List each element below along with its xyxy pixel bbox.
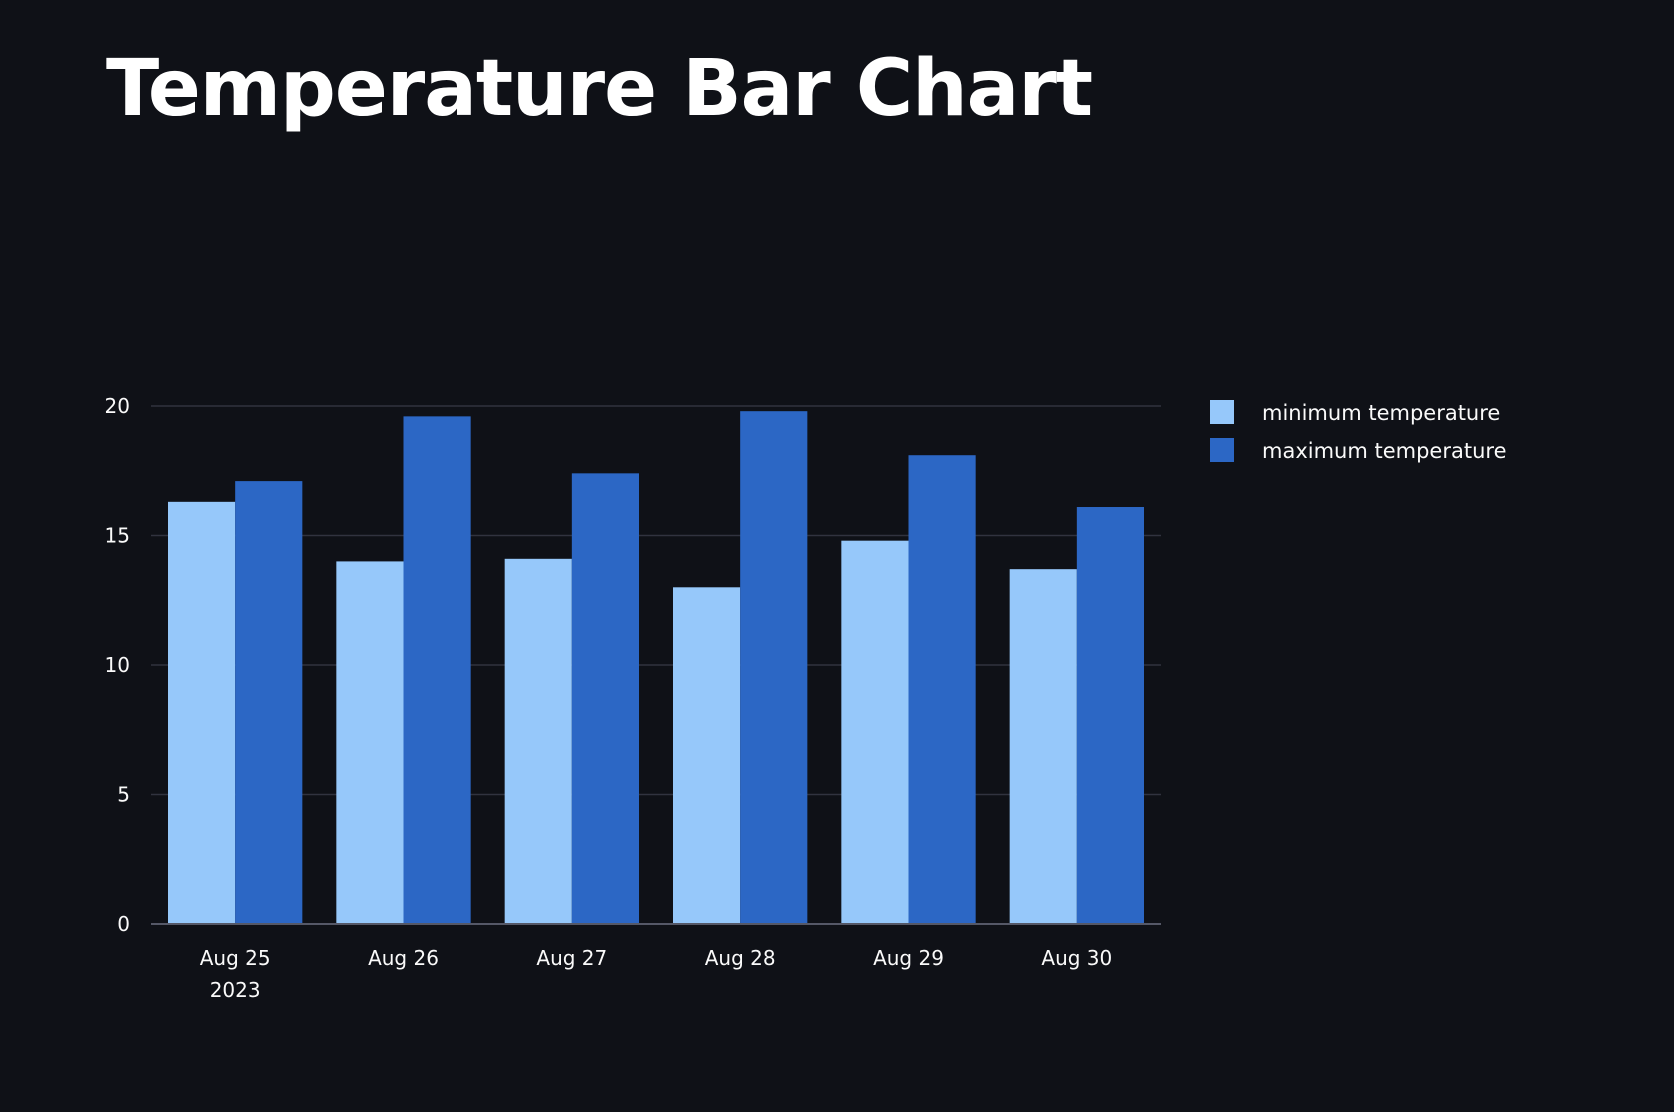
x-tick-label: Aug 29 — [873, 946, 944, 970]
x-tick-label: Aug 28 — [705, 946, 776, 970]
x-tick-sublabel: 2023 — [210, 978, 261, 1002]
bars — [168, 411, 1144, 924]
legend-swatch — [1210, 400, 1234, 424]
y-tick-label: 5 — [117, 783, 130, 807]
y-tick-label: 15 — [105, 524, 130, 548]
x-tick-label: Aug 26 — [368, 946, 439, 970]
y-tick-label: 20 — [105, 394, 130, 418]
bar-maximum-temperature-2[interactable] — [571, 473, 639, 924]
bar-minimum-temperature-2[interactable] — [504, 558, 572, 924]
y-tick-label: 0 — [117, 912, 130, 936]
bar-minimum-temperature-4[interactable] — [841, 540, 909, 924]
x-tick-label: Aug 27 — [536, 946, 607, 970]
bar-minimum-temperature-3[interactable] — [673, 587, 741, 924]
bar-maximum-temperature-1[interactable] — [403, 416, 471, 924]
x-tick-label: Aug 30 — [1041, 946, 1112, 970]
bar-maximum-temperature-3[interactable] — [740, 411, 808, 924]
bar-minimum-temperature-0[interactable] — [168, 501, 236, 924]
x-tick-label: Aug 25 — [200, 946, 271, 970]
bar-maximum-temperature-5[interactable] — [1076, 507, 1144, 924]
y-tick-label: 10 — [105, 653, 130, 677]
bar-maximum-temperature-4[interactable] — [908, 455, 976, 924]
bar-maximum-temperature-0[interactable] — [235, 481, 303, 924]
legend-label: maximum temperature — [1262, 439, 1506, 463]
axes: 0 5 10 15 20 Aug 25 2023 Aug 26 Aug 27 Aug 28 Aug … — [105, 394, 1161, 1002]
bar-minimum-temperature-1[interactable] — [336, 561, 404, 924]
grid-lines — [151, 405, 1161, 925]
bar-minimum-temperature-5[interactable] — [1009, 569, 1077, 924]
legend-label: minimum temperature — [1262, 401, 1500, 425]
page-title: Temperature Bar Chart — [106, 44, 1093, 134]
legend: minimum temperature maximum temperature — [1210, 400, 1506, 463]
legend-swatch — [1210, 438, 1234, 462]
